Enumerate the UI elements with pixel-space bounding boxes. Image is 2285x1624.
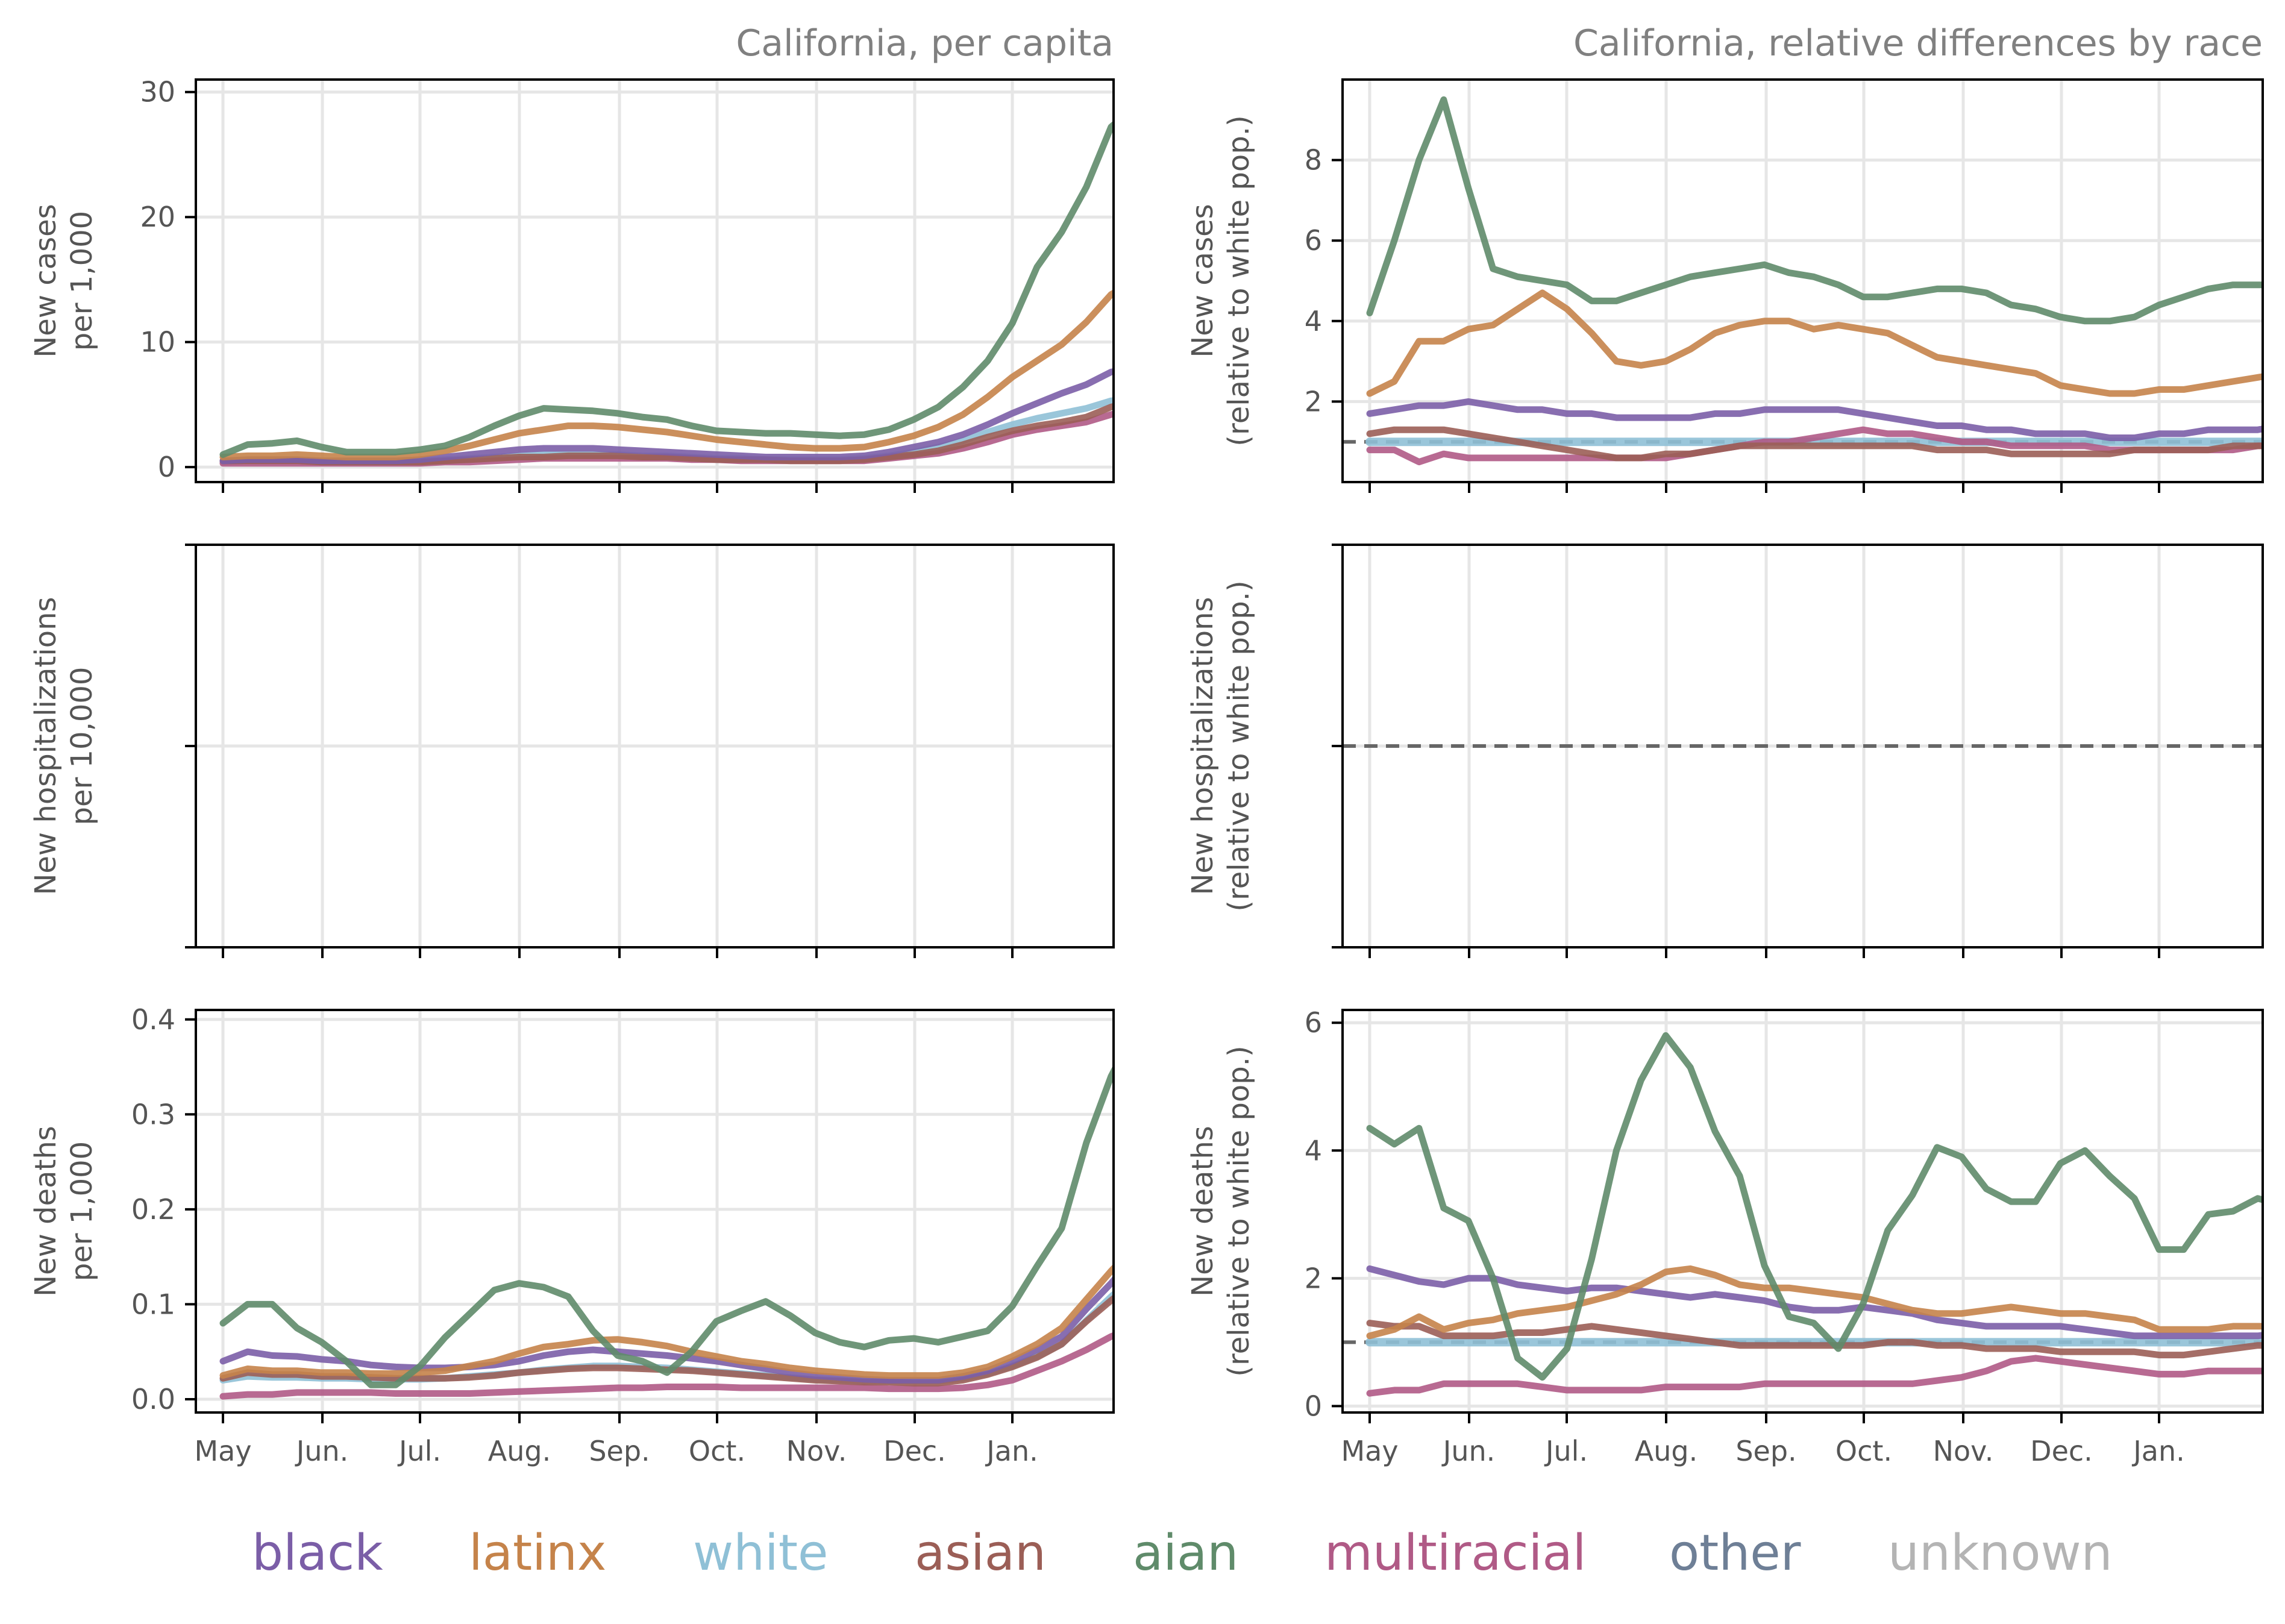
x-tick-label: Dec. [883,1435,946,1467]
series-line-aian [219,1064,1114,1388]
x-tick-label: May [1341,1435,1398,1467]
x-tick-label: Jan. [985,1435,1038,1467]
y-tick-label: 4 [1305,1134,1322,1167]
x-tick-label: Nov. [786,1435,847,1467]
y-tick-label: 6 [1305,1006,1322,1039]
series-line-aian [1366,96,2263,325]
panel-cases-per-capita: 0 10 20 30 New cases per 1,000 [29,76,1115,493]
x-tick-label: Aug. [1635,1435,1697,1467]
y-axis-label: New cases [1186,204,1220,357]
series-line-black [1366,1265,2263,1340]
x-tick-label: Jun. [1441,1435,1496,1467]
y-axis-label: per 1,000 [65,211,99,351]
y-axis-label: (relative to white pop.) [1222,115,1256,446]
y-tick-label: 20 [140,201,175,233]
y-axis-label: New hospitalizations [1186,597,1220,895]
y-tick-label: 6 [1305,224,1322,257]
series-line-black [1366,398,2263,441]
y-axis-label: New deaths [29,1126,63,1297]
x-tick-label: Jul. [1544,1435,1588,1467]
plot-frame [195,1009,1115,1414]
legend: black latinx white asian aian multiracia… [252,1525,2113,1582]
y-axis-label: New deaths [1186,1126,1220,1297]
series-line-asian [1366,426,2263,462]
series-line-multiracial [1366,1355,2263,1397]
y-axis-label: (relative to white pop.) [1222,580,1256,911]
panel-hospitalizations-relative: New hospitalizations (relative to white p… [1186,544,2264,958]
x-tick-label: May [194,1435,251,1467]
x-tick-label: Aug. [488,1435,551,1467]
x-tick-label: Sep. [589,1435,650,1467]
y-tick-label: 0.2 [131,1193,175,1226]
y-axis-label: New hospitalizations [29,597,63,895]
x-tick-label: Jul. [397,1435,441,1467]
x-tick-label: Oct. [689,1435,745,1467]
y-tick-label: 2 [1305,1262,1322,1294]
series-line-black [219,1275,1114,1384]
title-right: California, relative differences by race [1573,22,2263,64]
y-axis-label: per 1,000 [65,1141,99,1281]
series-line-latinx [1366,1265,2263,1340]
series-line-asian [219,1294,1114,1387]
y-axis-label: New cases [29,204,63,357]
series-line-multiracial [219,1332,1114,1400]
series-line-black [219,368,1114,465]
y-tick-label: 0.3 [131,1098,175,1130]
y-tick-label: 30 [140,76,175,108]
y-axis-label: (relative to white pop.) [1222,1046,1256,1376]
x-tick-label: Jan. [2131,1435,2185,1467]
legend-unknown: unknown [1888,1525,2113,1582]
series-line-asian [1366,1320,2263,1359]
plot-frame [1341,78,2264,483]
legend-other: other [1669,1525,1801,1582]
y-axis-label: per 10,000 [65,667,99,826]
x-tick-label: Sep. [1735,1435,1796,1467]
y-tick-label: 0 [158,451,175,483]
y-tick-label: 4 [1305,305,1322,337]
legend-black: black [252,1525,383,1582]
legend-latinx: latinx [469,1525,606,1582]
legend-aian: aian [1133,1525,1238,1582]
y-tick-label: 0 [1305,1390,1322,1422]
y-tick-label: 2 [1305,385,1322,418]
legend-multiracial: multiracial [1324,1525,1586,1582]
panel-deaths-per-capita: 0.0 0.1 0.2 0.3 0.4 May Jun. Jul. Aug. Sep. Oct. No… [29,1003,1115,1467]
x-tick-label: Oct. [1835,1435,1892,1467]
x-tick-label: Dec. [2030,1435,2093,1467]
title-left: California, per capita [736,22,1114,64]
panel-cases-relative: 2 4 6 8 New cases (relative to white pop.) [1186,78,2264,493]
y-tick-label: 10 [140,326,175,359]
y-tick-label: 0.1 [131,1288,175,1320]
x-tick-label: Nov. [1933,1435,1994,1467]
panel-deaths-relative: 0 2 4 6 May Jun. Jul. Aug. Sep. Oct. Nov. Dec. Jan. N… [1186,1006,2264,1467]
series-line-latinx [219,289,1114,460]
series-line-latinx [1366,289,2263,397]
legend-white: white [693,1525,828,1582]
legend-asian: asian [915,1525,1046,1582]
x-tick-label: Jun. [295,1435,349,1467]
y-tick-label: 0.4 [131,1003,175,1036]
series-line-aian [1366,1032,2263,1381]
y-tick-label: 0.0 [131,1383,175,1416]
y-tick-label: 8 [1305,144,1322,177]
plot-frame [1341,1009,2264,1414]
panel-hospitalizations-per-capita: New hospitalizations per 10,000 [29,544,1115,958]
plot-frame [195,78,1115,483]
series-line-aian [219,120,1114,458]
